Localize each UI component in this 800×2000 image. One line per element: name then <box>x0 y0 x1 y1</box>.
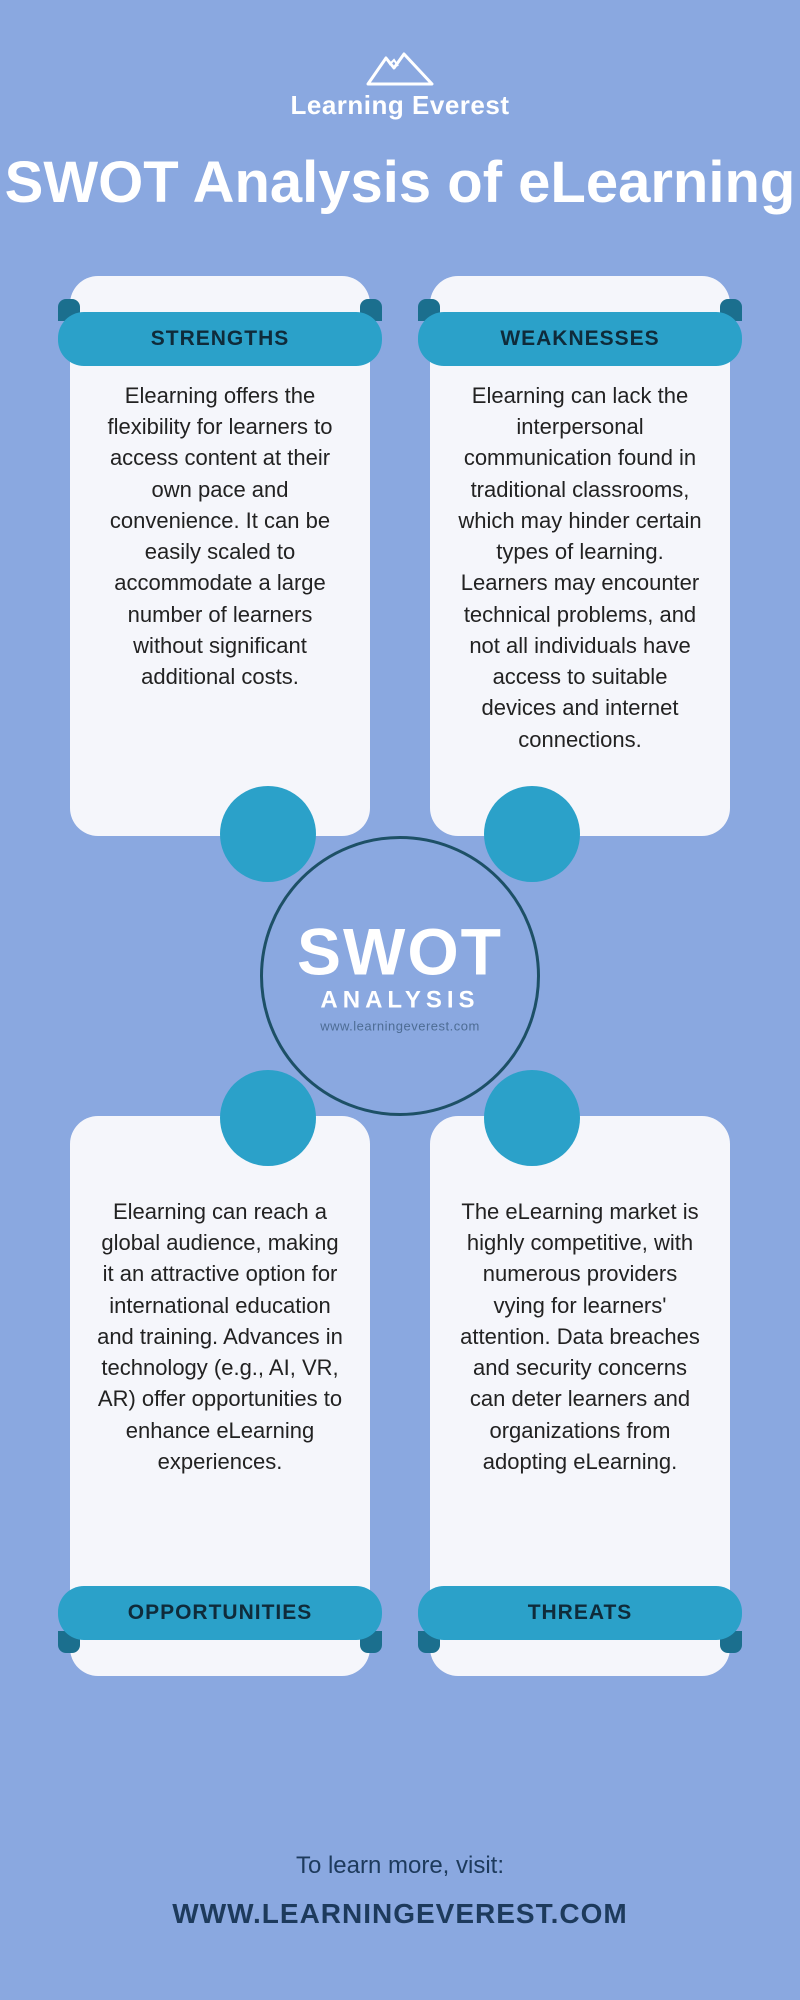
ribbon-label: OPPORTUNITIES <box>128 1601 313 1625</box>
ribbon-strengths: STRENGTHS <box>58 312 382 366</box>
card-body: The eLearning market is highly competiti… <box>456 1196 704 1477</box>
card-body: Elearning offers the flexibility for lea… <box>96 380 344 692</box>
page-title: SWOT Analysis of eLearning <box>0 151 800 216</box>
card-weaknesses: WEAKNESSES Elearning can lack the interp… <box>430 276 730 836</box>
ribbon-label: STRENGTHS <box>151 327 290 351</box>
card-opportunities: Elearning can reach a global audience, m… <box>70 1116 370 1676</box>
node-circle <box>484 786 580 882</box>
card-body: Elearning can lack the interpersonal com… <box>456 380 704 755</box>
ribbon-opportunities: OPPORTUNITIES <box>58 1586 382 1640</box>
ribbon-label: THREATS <box>528 1601 633 1625</box>
card-strengths: STRENGTHS Elearning offers the flexibili… <box>70 276 370 836</box>
card-body: Elearning can reach a global audience, m… <box>96 1196 344 1477</box>
center-diagram: SWOT ANALYSIS www.learningeverest.com <box>190 766 610 1186</box>
swot-subheading: ANALYSIS <box>297 986 503 1014</box>
center-label: SWOT ANALYSIS www.learningeverest.com <box>297 918 503 1033</box>
mountain-icon <box>360 50 440 86</box>
footer-url: WWW.LEARNINGEVEREST.COM <box>0 1898 800 1930</box>
node-circle <box>484 1070 580 1166</box>
footer: To learn more, visit: WWW.LEARNINGEVERES… <box>0 1852 800 1930</box>
card-threats: The eLearning market is highly competiti… <box>430 1116 730 1676</box>
center-url: www.learningeverest.com <box>297 1018 503 1033</box>
node-circle <box>220 786 316 882</box>
ribbon-weaknesses: WEAKNESSES <box>418 312 742 366</box>
swot-heading: SWOT <box>297 918 503 984</box>
swot-grid: STRENGTHS Elearning offers the flexibili… <box>70 276 730 1676</box>
brand-name: Learning Everest <box>291 90 510 121</box>
ribbon-threats: THREATS <box>418 1586 742 1640</box>
node-circle <box>220 1070 316 1166</box>
logo: Learning Everest <box>0 0 800 121</box>
ribbon-label: WEAKNESSES <box>500 327 659 351</box>
footer-lead: To learn more, visit: <box>0 1852 800 1880</box>
